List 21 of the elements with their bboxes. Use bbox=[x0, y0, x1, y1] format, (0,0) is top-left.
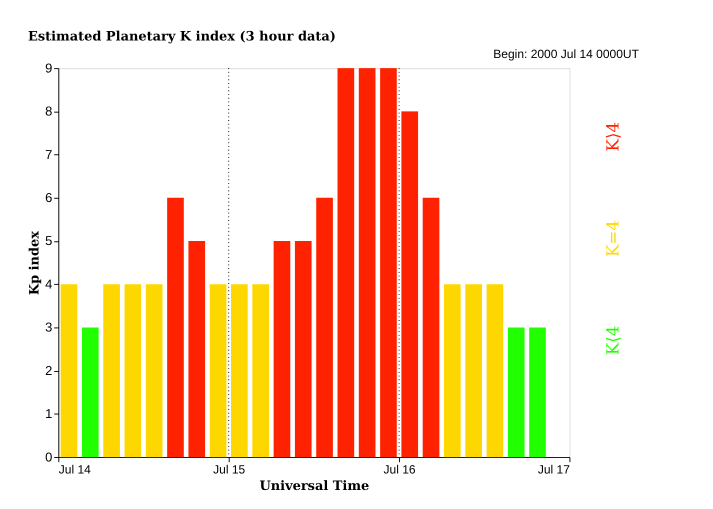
text: K⟩4 bbox=[604, 122, 623, 152]
y-tick-label: 3 bbox=[45, 320, 52, 335]
chart-title: Estimated Planetary K index (3 hour data) bbox=[28, 29, 336, 44]
y-axis-title: Kp index bbox=[28, 230, 43, 296]
y-tick-label: 1 bbox=[45, 406, 52, 422]
y-tick-label: 4 bbox=[45, 276, 52, 292]
x-tick-label: Jul 16 bbox=[384, 462, 416, 476]
y-tick-label: 0 bbox=[45, 449, 52, 464]
x-tick-label: Jul 15 bbox=[213, 462, 246, 476]
y-tick-label: 6 bbox=[45, 190, 52, 205]
x-tick-label: Jul 17 bbox=[538, 462, 570, 476]
x-axis-title: Universal Time bbox=[259, 478, 370, 494]
text: Begin: 2000 Jul 14 0000UT bbox=[493, 46, 640, 61]
x-tick-label: Jul 14 bbox=[58, 462, 92, 476]
y-tick-label: 9 bbox=[45, 60, 52, 76]
y-tick-label: 8 bbox=[45, 104, 52, 119]
y-tick-label: 5 bbox=[45, 233, 52, 248]
text: K=4 bbox=[604, 220, 623, 258]
y-tick-label: 2 bbox=[45, 362, 52, 378]
text: K⟨4 bbox=[604, 326, 623, 356]
y-tick-label: 7 bbox=[45, 146, 52, 162]
